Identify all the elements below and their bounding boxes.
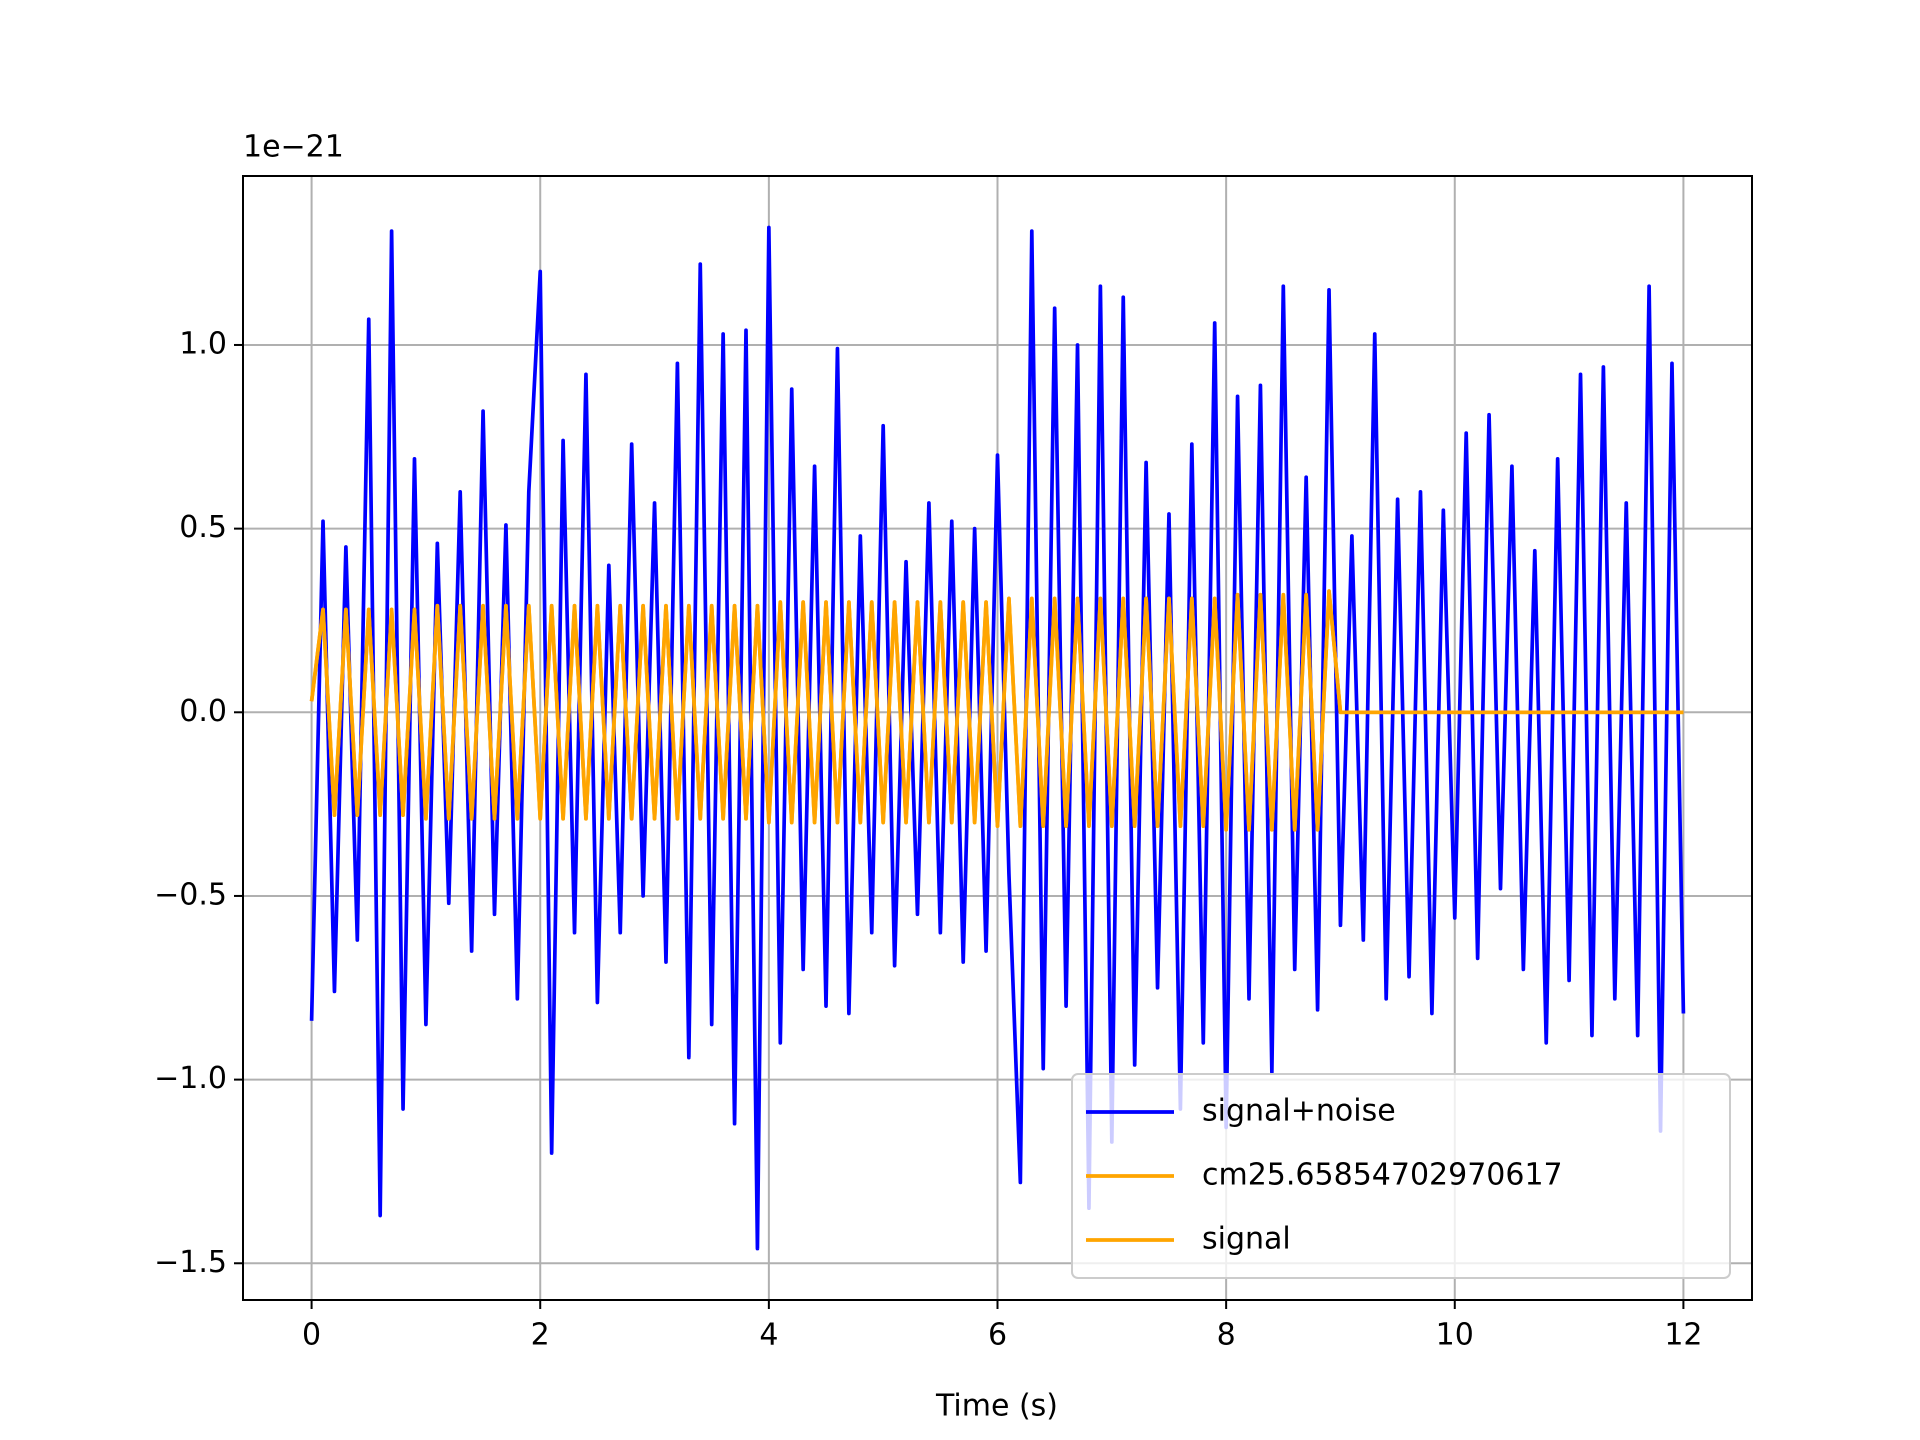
y-tick-label: 0.5 — [179, 510, 227, 545]
data-line — [309, 225, 1686, 1251]
y-tick-label: −0.5 — [154, 877, 227, 912]
x-tick-label: 2 — [531, 1318, 550, 1353]
legend-box — [1071, 1073, 1731, 1279]
x-tick-label: 6 — [988, 1318, 1007, 1353]
y-tick-label: 1.0 — [179, 326, 227, 361]
ticks: 0 2 4 6 8 10 12 −1.5 −1.0 −0.5 0.0 0.5 1.0 — [154, 326, 1702, 1352]
legend-label: cm25.65854702970617 — [1202, 1158, 1563, 1193]
y-tick-label: −1.5 — [154, 1245, 227, 1280]
x-tick-label: 0 — [302, 1318, 321, 1353]
x-tick-label: 12 — [1664, 1318, 1702, 1353]
data-line — [309, 589, 1684, 832]
legend-label: signal+noise — [1202, 1094, 1396, 1129]
y-tick-label: 0.0 — [179, 694, 227, 729]
y-tick-label: −1.0 — [154, 1061, 227, 1096]
x-tick-label: 8 — [1217, 1318, 1236, 1353]
offset-text: 1e−21 — [243, 130, 344, 165]
plot-area — [309, 225, 1686, 1251]
legend: signal+noise cm25.65854702970617 signal — [1071, 1073, 1731, 1279]
x-tick-label: 10 — [1436, 1318, 1474, 1353]
x-axis-label: Time (s) — [935, 1389, 1058, 1424]
legend-label: signal — [1202, 1222, 1291, 1257]
x-tick-label: 4 — [759, 1318, 778, 1353]
